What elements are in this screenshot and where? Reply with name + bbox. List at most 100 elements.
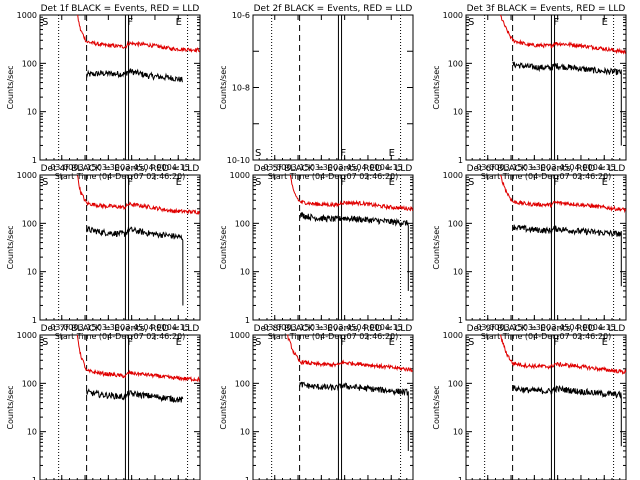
x-tick-label: 04:00	[569, 163, 592, 172]
y-tick-label: 100	[22, 219, 37, 228]
y-tick-label: 1000	[17, 11, 37, 20]
x-tick-label: 04:00	[143, 163, 166, 172]
y-tick-label: 10	[453, 108, 463, 117]
end-marker-label: E	[389, 177, 395, 188]
x-tick-label: 03:45	[120, 323, 143, 332]
events-series-line	[86, 68, 183, 83]
x-tick-label: 03:00	[50, 323, 73, 332]
y-tick-label: 1	[32, 156, 37, 165]
flare-marker-label: F	[340, 148, 346, 159]
lld-series-line	[499, 174, 627, 214]
events-series-line	[86, 225, 184, 306]
y-tick-label: 1	[458, 156, 463, 165]
x-tick-label: 03:30	[310, 323, 333, 332]
x-tick-label: 03:00	[263, 163, 286, 172]
detector-panel-3: Det 3f BLACK = Events, RED = LLD 1 10 100 10…	[432, 4, 627, 181]
x-tick-label: 04:00	[569, 323, 592, 332]
y-axis-label: Counts/sec	[6, 385, 15, 429]
x-tick-label: 04:15	[380, 163, 403, 172]
flare-marker-label: F	[127, 337, 133, 348]
y-axis-label: Counts/sec	[432, 385, 441, 429]
x-tick-label: 03:00	[476, 323, 499, 332]
end-marker-label: E	[602, 177, 608, 188]
x-tick-label: 03:15	[74, 163, 97, 172]
x-tick-label: 03:15	[500, 323, 523, 332]
x-tick-label: 03:30	[523, 163, 546, 172]
x-tick-label: 04:00	[356, 163, 379, 172]
y-tick-label: 1000	[443, 171, 463, 180]
x-tick-label: 03:15	[74, 323, 97, 332]
plot-frame	[465, 174, 627, 321]
detector-panel-5: Det 5f BLACK = Events, RED = LLD 1 10 100 10…	[219, 164, 414, 341]
y-axis-label: Counts/sec	[219, 385, 228, 429]
y-axis-label: Counts/sec	[6, 225, 15, 269]
detector-panel-2: Det 2f BLACK = Events, RED = LLD 10-10 10-…	[219, 4, 414, 181]
start-marker-label: S	[255, 148, 261, 159]
y-axis-label: Counts/sec	[219, 225, 228, 269]
flare-marker-label: F	[340, 337, 346, 348]
x-tick-label: 03:45	[333, 163, 356, 172]
x-axis-label: Start Time (04-Dec-07 02:46:20)	[481, 172, 612, 181]
lld-series-line	[499, 14, 626, 55]
y-tick-label: 1000	[230, 171, 250, 180]
lld-series-line	[76, 175, 201, 216]
events-series-line	[86, 388, 184, 403]
flare-marker-label: F	[553, 17, 559, 28]
y-axis-label: Counts/sec	[432, 225, 441, 269]
flare-marker-label: F	[553, 177, 559, 188]
x-tick-label: 03:15	[500, 163, 523, 172]
plot-frame	[252, 14, 414, 161]
start-marker-label: S	[255, 337, 261, 348]
y-tick-label: 10	[453, 428, 463, 437]
plot-frame	[39, 334, 201, 480]
x-tick-label: 03:30	[310, 163, 333, 172]
x-tick-label: 04:00	[143, 323, 166, 332]
end-marker-label: E	[602, 337, 608, 348]
start-marker-label: S	[42, 337, 48, 348]
x-tick-label: 04:15	[593, 323, 616, 332]
x-tick-label: 03:15	[287, 163, 310, 172]
y-tick-label: 100	[448, 379, 463, 388]
x-tick-label: 03:45	[120, 163, 143, 172]
y-axis-label: Counts/sec	[219, 65, 228, 109]
y-tick-label: 10	[27, 428, 37, 437]
y-tick-label: 100	[448, 59, 463, 68]
y-axis-label: Counts/sec	[432, 65, 441, 109]
lld-series-line	[76, 334, 201, 383]
y-tick-label: 100	[448, 219, 463, 228]
lld-series-line	[289, 174, 414, 212]
y-tick-label: 1000	[443, 11, 463, 20]
end-marker-label: E	[176, 337, 182, 348]
end-marker-label: E	[176, 17, 182, 28]
y-tick-label: 10	[27, 108, 37, 117]
plot-frame	[252, 334, 414, 480]
plot-frame	[39, 174, 201, 321]
plot-frame	[252, 174, 414, 321]
x-tick-label: 03:00	[476, 163, 499, 172]
y-tick-label: 10-8	[232, 84, 250, 93]
lld-series-line	[500, 334, 627, 376]
y-tick-label: 1	[458, 316, 463, 325]
end-marker-label: E	[176, 177, 182, 188]
events-series-line	[512, 61, 622, 146]
panel-title: Det 9f BLACK = Events, RED = LLD	[467, 324, 626, 334]
end-marker-label: E	[389, 148, 395, 159]
detector-panel-4: Det 4f BLACK = Events, RED = LLD 1 10 100 10…	[6, 164, 201, 341]
events-series-line	[299, 211, 409, 291]
x-tick-label: 04:15	[593, 163, 616, 172]
x-tick-label: 03:30	[97, 323, 120, 332]
flare-marker-label: F	[127, 17, 133, 28]
flare-marker-label: F	[127, 177, 133, 188]
y-axis-label: Counts/sec	[6, 65, 15, 109]
panel-title: Det 4f BLACK = Events, RED = LLD	[41, 164, 200, 174]
start-marker-label: S	[468, 17, 474, 28]
y-tick-label: 1	[245, 316, 250, 325]
panel-title: Det 7f BLACK = Events, RED = LLD	[41, 324, 200, 334]
panel-title: Det 5f BLACK = Events, RED = LLD	[254, 164, 413, 174]
x-tick-label: 03:45	[546, 163, 569, 172]
flare-marker-label: F	[340, 177, 346, 188]
lld-series-line	[287, 334, 414, 373]
end-marker-label: E	[389, 337, 395, 348]
x-tick-label: 03:15	[287, 323, 310, 332]
